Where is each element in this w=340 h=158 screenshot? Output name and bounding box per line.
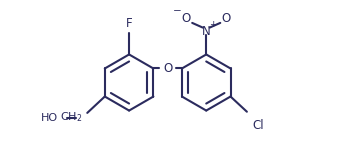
Text: N: N <box>202 25 210 38</box>
Text: HO: HO <box>41 112 58 123</box>
Text: O: O <box>182 12 191 25</box>
Text: −: − <box>173 6 182 16</box>
Text: +: + <box>209 20 217 29</box>
Text: O: O <box>221 12 231 25</box>
Text: O: O <box>163 62 172 75</box>
Text: F: F <box>126 17 132 30</box>
Text: CH$_2$: CH$_2$ <box>60 111 83 125</box>
Text: Cl: Cl <box>253 119 265 132</box>
